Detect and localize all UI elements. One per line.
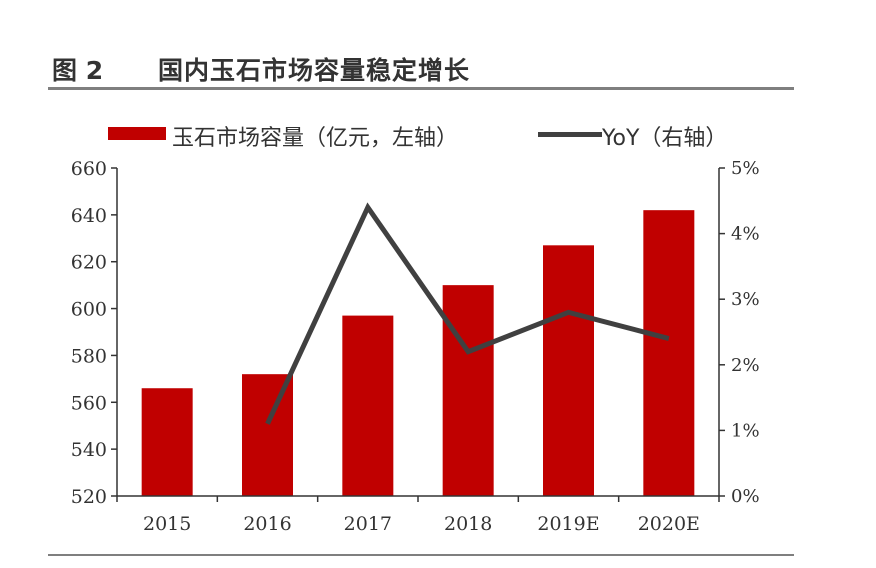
y-right-tick-label: 4%: [731, 224, 760, 245]
y-left-tick-label: 580: [71, 345, 107, 367]
x-tick-label: 2020E: [638, 513, 700, 535]
x-tick-label: 2016: [243, 513, 291, 535]
legend-bar-label: 玉石市场容量（亿元，左轴）: [172, 126, 459, 151]
y-left-tick-label: 620: [71, 252, 107, 274]
y-right-tick-label: 3%: [731, 289, 760, 310]
y-left-tick-label: 560: [71, 392, 107, 414]
bar-2017: [342, 315, 394, 496]
y-left-tick-label: 660: [71, 158, 107, 180]
figure-title-row: 图 2 国内玉石市场容量稳定增长: [48, 48, 794, 86]
y-right-tick-label: 5%: [731, 158, 760, 179]
figure-number: 图 2: [52, 56, 104, 85]
legend: 玉石市场容量（亿元，左轴） YoY（右轴）: [108, 118, 748, 151]
legend-line-label: YoY（右轴）: [602, 126, 728, 151]
legend-line-swatch: [538, 132, 602, 137]
y-left-tick-label: 540: [71, 439, 107, 461]
bar-2016: [242, 374, 293, 496]
y-left-tick-label: 640: [71, 205, 107, 227]
y-right-tick-label: 1%: [731, 420, 760, 441]
y-left-tick-label: 600: [71, 299, 107, 321]
legend-bar-swatch: [108, 127, 166, 140]
bar-2020E: [643, 210, 695, 496]
yoy-line: [265, 202, 670, 425]
figure-title: 国内玉石市场容量稳定增长: [158, 56, 471, 85]
y-right-tick-label: 2%: [731, 355, 760, 376]
x-tick-label: 2018: [444, 513, 492, 535]
y-right-tick-label: 0%: [731, 486, 760, 507]
x-tick-label: 2015: [143, 513, 191, 535]
bar-2019E: [543, 245, 594, 496]
bar-2015: [141, 388, 193, 496]
x-tick-label: 2017: [344, 513, 392, 535]
title-rule: [48, 87, 794, 90]
x-tick-label: 2019E: [537, 513, 599, 535]
bar-2018: [442, 285, 494, 496]
footer-rule: [48, 554, 794, 556]
y-left-tick-label: 520: [71, 486, 107, 508]
